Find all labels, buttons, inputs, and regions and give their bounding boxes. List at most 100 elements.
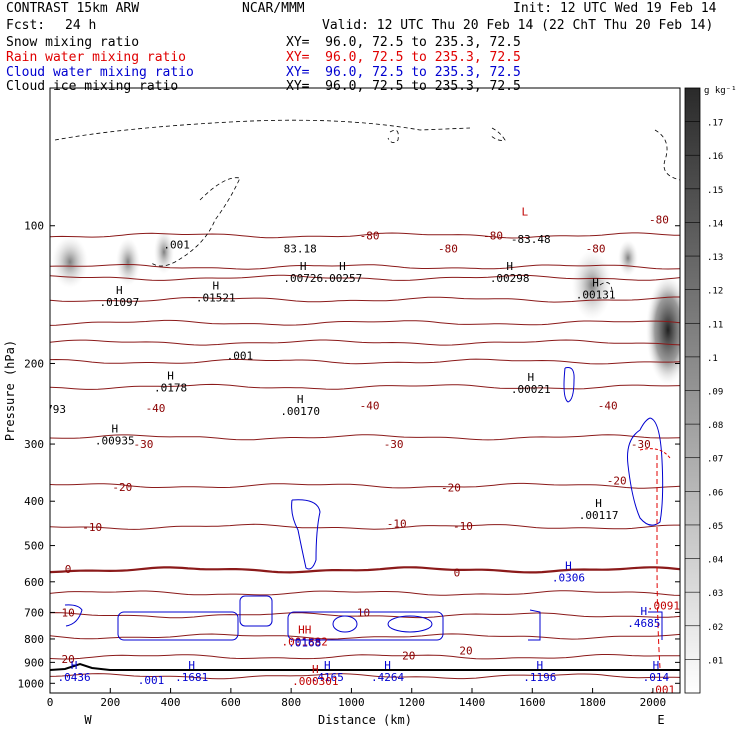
x-tick-label: 1600 — [519, 696, 546, 709]
maximum-marker: H — [324, 659, 331, 672]
contour-label: L — [521, 205, 528, 218]
rain-contour — [656, 455, 661, 669]
contour-label: -83.48 — [511, 233, 551, 246]
cw-contour — [563, 367, 575, 403]
maximum-value: .001882 — [282, 635, 328, 648]
contour-label: 20 — [459, 645, 472, 658]
temperature-contours — [50, 232, 680, 680]
colorbar-level-label: .03 — [707, 589, 723, 599]
shade-blob — [52, 236, 88, 288]
maximum-value: .0306 — [552, 572, 585, 585]
temperature-contour — [50, 654, 680, 660]
maximum-value: .000301 — [292, 675, 338, 688]
model-title: CONTRAST 15km ARW — [6, 1, 140, 16]
terrain-line — [50, 662, 680, 671]
cw-contour — [648, 611, 663, 640]
field-name-rain: Rain water mixing ratio — [6, 50, 187, 65]
cw-contour — [117, 611, 239, 641]
y-axis-label: Pressure (hPa) — [3, 340, 17, 441]
field-xy-snow: XY= 96.0, 72.5 to 235.3, 72.5 — [286, 35, 521, 50]
maximum-marker: H — [111, 422, 118, 435]
colorbar-level-label: .05 — [707, 522, 723, 532]
colorbar-level-label: .02 — [707, 623, 723, 633]
y-tick-label: 500 — [24, 540, 44, 553]
contour-label: -40 — [146, 402, 166, 415]
temperature-contour — [50, 296, 680, 303]
x-tick-label: 1800 — [579, 696, 606, 709]
maximum-value: .014 — [643, 671, 670, 684]
contour-label: 20 — [402, 650, 415, 663]
colorbar-level-label: .12 — [707, 287, 723, 297]
maximum-marker: H — [641, 605, 648, 618]
temperature-contour — [50, 566, 680, 574]
maximum-marker: H — [565, 560, 572, 573]
cw-contour — [627, 417, 664, 526]
cw-contour — [239, 595, 273, 627]
y-tick-label: 300 — [24, 438, 44, 451]
maximum-marker: H — [188, 659, 195, 672]
colorbar-level-label: .15 — [707, 186, 723, 196]
east-label: E — [657, 713, 664, 727]
maximum-value: .00021 — [511, 383, 551, 396]
shade-blob — [154, 230, 174, 274]
init-time: Init: 12 UTC Wed 19 Feb 14 — [513, 1, 717, 16]
temperature-contour — [50, 523, 680, 530]
y-tick-label: 600 — [24, 576, 44, 589]
x-tick-label: 400 — [161, 696, 181, 709]
cw-contour — [291, 499, 321, 570]
maximum-value: .4685 — [627, 617, 660, 630]
cw-contour — [528, 609, 541, 641]
temperature-contour — [50, 232, 680, 239]
field-name-cloud-water: Cloud water mixing ratio — [6, 65, 194, 80]
plot-frame — [49, 87, 681, 694]
y-tick-label: 400 — [24, 495, 44, 508]
temperature-contour — [50, 358, 680, 365]
shade-blob — [646, 275, 680, 385]
x-tick-label: 600 — [221, 696, 241, 709]
y-tick-label: 700 — [24, 606, 44, 619]
maximum-marker: H — [592, 277, 599, 290]
maximum-value: .00257 — [323, 272, 363, 285]
maximum-value: 793 — [46, 403, 66, 416]
contour-label: 10 — [61, 606, 74, 619]
contour-label: 0 — [454, 566, 461, 579]
colorbar-level-label: .09 — [707, 388, 723, 398]
temperature-contour — [50, 612, 680, 619]
maximum-value: .00298 — [490, 272, 530, 285]
x-tick-label: 2000 — [640, 696, 667, 709]
maximum-marker: H — [527, 371, 534, 384]
contour-label: -80 — [438, 242, 458, 255]
organization-label: NCAR/MMM — [242, 1, 305, 16]
temperature-contour — [50, 274, 680, 281]
maximum-marker: H — [384, 659, 391, 672]
maximum-marker: H — [339, 260, 346, 273]
maximum-value: .1681 — [175, 671, 208, 684]
colorbar-level-label: .11 — [707, 320, 723, 330]
colorbar-level-label: .01 — [707, 656, 723, 666]
valid-time: Valid: 12 UTC Thu 20 Feb 14 (22 ChT Thu … — [322, 18, 714, 33]
contour-label: -40 — [360, 399, 380, 412]
shade-blob — [572, 250, 612, 320]
y-tick-label: 100 — [24, 220, 44, 233]
shade-blob — [618, 240, 638, 276]
maximum-marker: H — [537, 659, 544, 672]
colorbar-level-label: .08 — [707, 421, 723, 431]
contour-label: -10 — [453, 520, 473, 533]
colorbar: g kg⁻¹ .01 .02 .03 .04 .05 .06 .07 .08 .09 .1 .11.… — [684, 86, 737, 694]
maximum-value: .00131 — [576, 289, 616, 302]
colorbar-level-label: .1 — [707, 354, 718, 364]
maximum-marker: HH — [298, 623, 311, 636]
contour-label: -80 — [360, 229, 380, 242]
maximum-marker: H — [653, 659, 660, 672]
field-xy-cloud-water: XY= 96.0, 72.5 to 235.3, 72.5 — [286, 65, 521, 80]
contour-label: -40 — [598, 399, 618, 412]
temperature-contour — [50, 319, 680, 326]
temperature-contour — [50, 339, 680, 346]
contour-label: 0 — [65, 563, 72, 576]
field-name-snow: Snow mixing ratio — [6, 35, 140, 50]
contour-label: .001 — [163, 239, 190, 252]
maximum-marker: H — [595, 497, 602, 510]
contour-label: -30 — [134, 438, 154, 451]
x-tick-label: 1200 — [398, 696, 425, 709]
maximum-marker: H — [116, 284, 123, 297]
